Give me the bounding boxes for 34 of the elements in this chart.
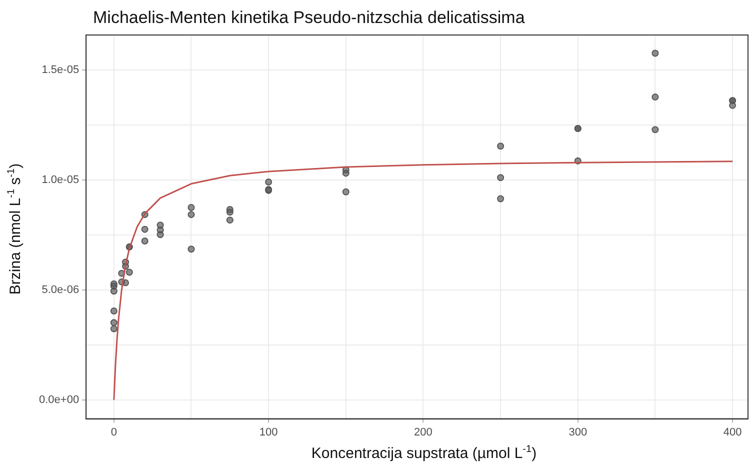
point — [141, 226, 148, 233]
point — [188, 246, 195, 253]
point — [141, 237, 148, 244]
point — [652, 126, 659, 134]
y-tick-label: 1.0e-05 — [42, 174, 80, 186]
point — [110, 325, 118, 332]
x-tick-label: 300 — [568, 426, 588, 438]
point — [226, 208, 234, 216]
point — [126, 268, 133, 276]
x-tick-label: 200 — [414, 426, 432, 438]
point — [652, 94, 659, 101]
point — [226, 216, 234, 224]
point — [729, 102, 736, 109]
point — [497, 195, 504, 202]
point — [342, 170, 350, 177]
point — [110, 319, 118, 326]
y-tick-label: 1.5e-05 — [42, 64, 80, 76]
point — [342, 188, 350, 196]
point — [188, 204, 195, 212]
point — [497, 142, 504, 150]
point — [188, 211, 195, 218]
y-tick-label: 0.0e+00 — [38, 394, 80, 406]
point — [110, 307, 118, 314]
point — [156, 231, 164, 238]
y-tick-label: 5.0e-06 — [42, 284, 80, 296]
x-tick-label: 0 — [110, 426, 117, 438]
x-axis-title: Koncentracija supstrata (µmol L$^{-1}$) — [310, 444, 538, 462]
chart-title: Michaelis-Menten kinetika Pseudo-nitzschia delicatissima — [93, 8, 525, 28]
point — [110, 288, 118, 295]
point — [265, 178, 272, 186]
point — [652, 50, 659, 57]
x-tick-label: 400 — [723, 426, 742, 438]
point — [497, 174, 504, 182]
x-tick-label: 100 — [259, 426, 278, 438]
